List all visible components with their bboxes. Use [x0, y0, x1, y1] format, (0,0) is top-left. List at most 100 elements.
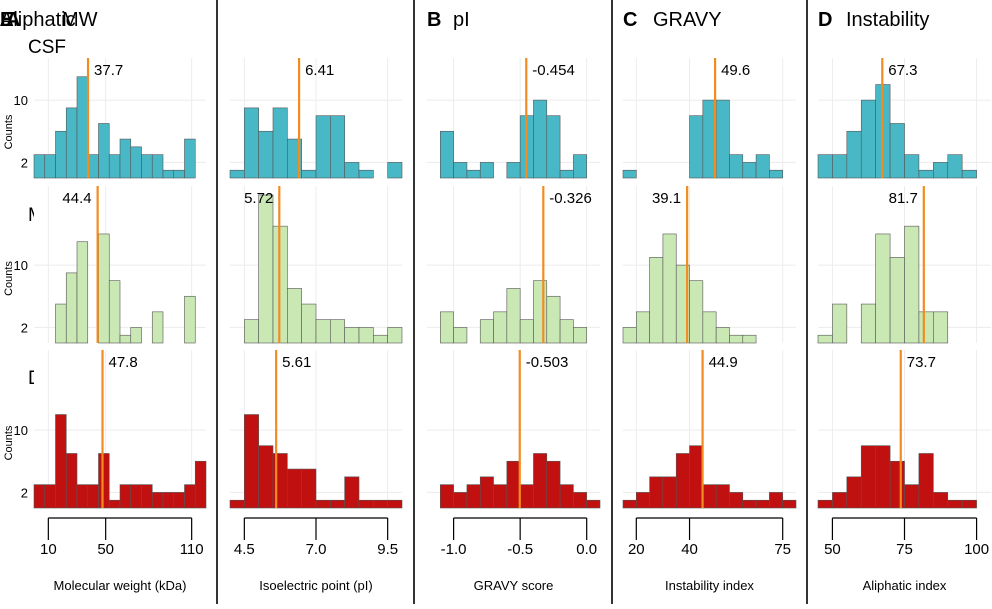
histogram-bar [559, 169, 574, 179]
histogram-bar [373, 334, 388, 344]
histogram-bar [715, 99, 730, 179]
histogram-dialysate: -0.503 [427, 350, 601, 509]
histogram-bar [715, 484, 730, 509]
histogram-bar [301, 468, 317, 509]
histogram-bar [76, 76, 89, 179]
panel-letter: A [6, 9, 20, 31]
histogram-bar [130, 146, 142, 179]
histogram-bar [689, 280, 704, 344]
histogram-bar [860, 99, 876, 179]
histogram-bar [889, 257, 905, 344]
histogram-bar [933, 162, 949, 179]
histogram-bar [344, 327, 360, 344]
histogram-bar [933, 311, 949, 344]
histogram-membrane: 81.7 [817, 186, 991, 344]
histogram-bar [184, 484, 196, 509]
histogram-bar [782, 499, 797, 509]
plot-area [623, 350, 796, 508]
histogram-bar [904, 154, 920, 179]
x-tick-label: 4.5 [234, 541, 255, 558]
histogram-bar [330, 319, 345, 344]
x-tick-label: 50 [97, 541, 114, 558]
histogram-bar [108, 280, 121, 344]
histogram-bar [832, 154, 848, 179]
histogram-bar [229, 169, 245, 179]
histogram-bar [258, 130, 274, 179]
median-label: 6.41 [305, 62, 334, 79]
histogram-bar [55, 414, 67, 509]
median-label: 44.4 [62, 190, 91, 207]
y-axis-label: Counts [3, 114, 15, 149]
histogram-bar [846, 476, 862, 509]
y-tick-label-10: 10 [14, 93, 28, 108]
histogram-bar [933, 492, 949, 509]
x-tick-label: 0.0 [576, 541, 597, 558]
median-label: 5.61 [282, 354, 311, 371]
histogram-bar [287, 288, 302, 344]
median-label: 73.7 [907, 354, 936, 371]
histogram-bar [533, 453, 548, 509]
histogram-bar [622, 169, 637, 179]
histogram-bar [832, 303, 848, 344]
histogram-bar [742, 499, 757, 509]
histogram-bar [636, 492, 650, 509]
histogram-bar [65, 107, 78, 179]
panel-c: C GRAVY -0.454 -0.326 -0.503 -1.0 -0.5 0.0 GRAVY… [427, 9, 722, 593]
histogram-bar [65, 272, 78, 344]
x-tick-label: 50 [824, 541, 841, 558]
histogram-bar [258, 194, 274, 344]
histogram-bar [904, 484, 920, 509]
histogram-bar [889, 460, 905, 509]
histogram-bar [98, 233, 110, 344]
histogram-csf: 49.6 [622, 58, 796, 179]
histogram-bar [194, 460, 207, 509]
histogram-bar [559, 484, 574, 509]
histogram-bar [440, 130, 454, 179]
panel-letter: C [623, 9, 637, 31]
histogram-dialysate: 73.7 [817, 350, 991, 509]
histogram-bar [387, 162, 403, 179]
y-tick-label-10: 10 [14, 423, 28, 438]
x-axis-label: GRAVY score [474, 578, 554, 593]
histogram-bar [108, 499, 121, 509]
histogram-bar [506, 460, 521, 509]
histogram-bar [76, 484, 89, 509]
histogram-bar [649, 257, 664, 344]
x-tick-label: 20 [628, 541, 645, 558]
x-tick-label: -0.5 [507, 541, 533, 558]
histogram-bar [108, 154, 121, 179]
histogram-bar [662, 233, 677, 344]
panel-title: Aliphatic [0, 9, 76, 31]
panel-title: pI [453, 9, 470, 31]
x-tick-label: 10 [40, 541, 57, 558]
median-label: 44.9 [709, 354, 738, 371]
histogram-bar [119, 484, 132, 509]
histogram-bar [229, 499, 245, 509]
histogram-bar [533, 99, 548, 179]
histogram-bar [769, 169, 783, 179]
y-tick-label-2: 2 [21, 155, 28, 170]
panel-letter: E [0, 9, 13, 31]
histogram-bar [344, 476, 360, 509]
histogram-bar [65, 453, 78, 509]
histogram-bar [860, 303, 876, 344]
y-tick-label-10: 10 [14, 258, 28, 273]
y-axis-label: Counts [3, 425, 15, 460]
histogram-bar [846, 130, 862, 179]
plot-area [427, 58, 600, 178]
x-tick-label: 110 [180, 541, 204, 558]
histogram-bar [466, 169, 481, 179]
histogram-bar [184, 295, 196, 344]
y-tick-label-2: 2 [21, 485, 28, 500]
histogram-bar [519, 319, 534, 344]
histogram-bar [479, 319, 494, 344]
histogram-bar [162, 492, 175, 509]
panel-letter: B [427, 9, 441, 31]
median-label: 39.1 [652, 190, 681, 207]
histogram-bar [440, 484, 454, 509]
y-axis-label: Counts [3, 261, 15, 296]
histogram-bar [729, 154, 744, 179]
histogram-bar [373, 499, 388, 509]
